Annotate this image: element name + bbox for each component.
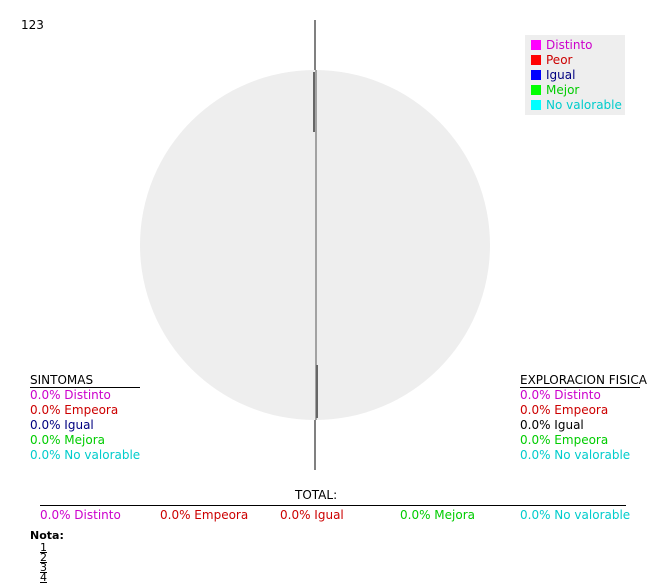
corner-label: 123 — [21, 18, 44, 32]
total-item: 0.0% Distinto — [40, 508, 121, 522]
legend-label: Distinto — [546, 38, 593, 52]
sintomas-item: 0.0% Igual — [30, 418, 94, 432]
legend: Distinto Peor Igual Mejor No valorable — [525, 35, 625, 115]
legend-swatch — [531, 40, 541, 50]
legend-swatch — [531, 100, 541, 110]
legend-label: No valorable — [546, 98, 622, 112]
legend-item: Igual — [531, 68, 575, 83]
nota-link-1[interactable]: 1 — [40, 541, 47, 554]
nota-link-2[interactable]: 2 — [40, 551, 47, 564]
total-item: 0.0% No valorable — [520, 508, 631, 522]
exploracion-item: 0.0% No valorable — [520, 448, 631, 462]
legend-item: No valorable — [531, 98, 622, 113]
legend-item: Mejor — [531, 83, 579, 98]
exploracion-title: EXPLORACION FISICA — [520, 373, 647, 388]
legend-item: Distinto — [531, 38, 593, 53]
total-item: 0.0% Mejora — [400, 508, 475, 522]
total-title: TOTAL: — [295, 488, 338, 502]
legend-item: Peor — [531, 53, 572, 68]
sintomas-title: SINTOMAS — [30, 373, 140, 388]
nota-link-4[interactable]: 4 — [40, 571, 47, 584]
sintomas-item: 0.0% Empeora — [30, 403, 119, 417]
sintomas-item: 0.0% No valorable — [30, 448, 141, 462]
exploracion-item: 0.0% Distinto — [520, 388, 601, 402]
legend-swatch — [531, 70, 541, 80]
legend-swatch — [531, 85, 541, 95]
total-item: 0.0% Igual — [280, 508, 344, 522]
legend-label: Peor — [546, 53, 573, 67]
exploracion-item: 0.0% Igual — [520, 418, 584, 432]
pie-disc — [140, 70, 490, 420]
sintomas-item: 0.0% Mejora — [30, 433, 105, 447]
nota-label: Nota: — [30, 529, 64, 542]
total-divider — [40, 505, 626, 506]
nota-link-3[interactable]: 3 — [40, 561, 47, 574]
legend-swatch — [531, 55, 541, 65]
sintomas-item: 0.0% Distinto — [30, 388, 111, 402]
total-item: 0.0% Empeora — [160, 508, 249, 522]
legend-label: Mejor — [546, 83, 580, 97]
exploracion-item: 0.0% Empeora — [520, 403, 609, 417]
exploracion-item: 0.0% Empeora — [520, 433, 609, 447]
legend-label: Igual — [546, 68, 576, 82]
